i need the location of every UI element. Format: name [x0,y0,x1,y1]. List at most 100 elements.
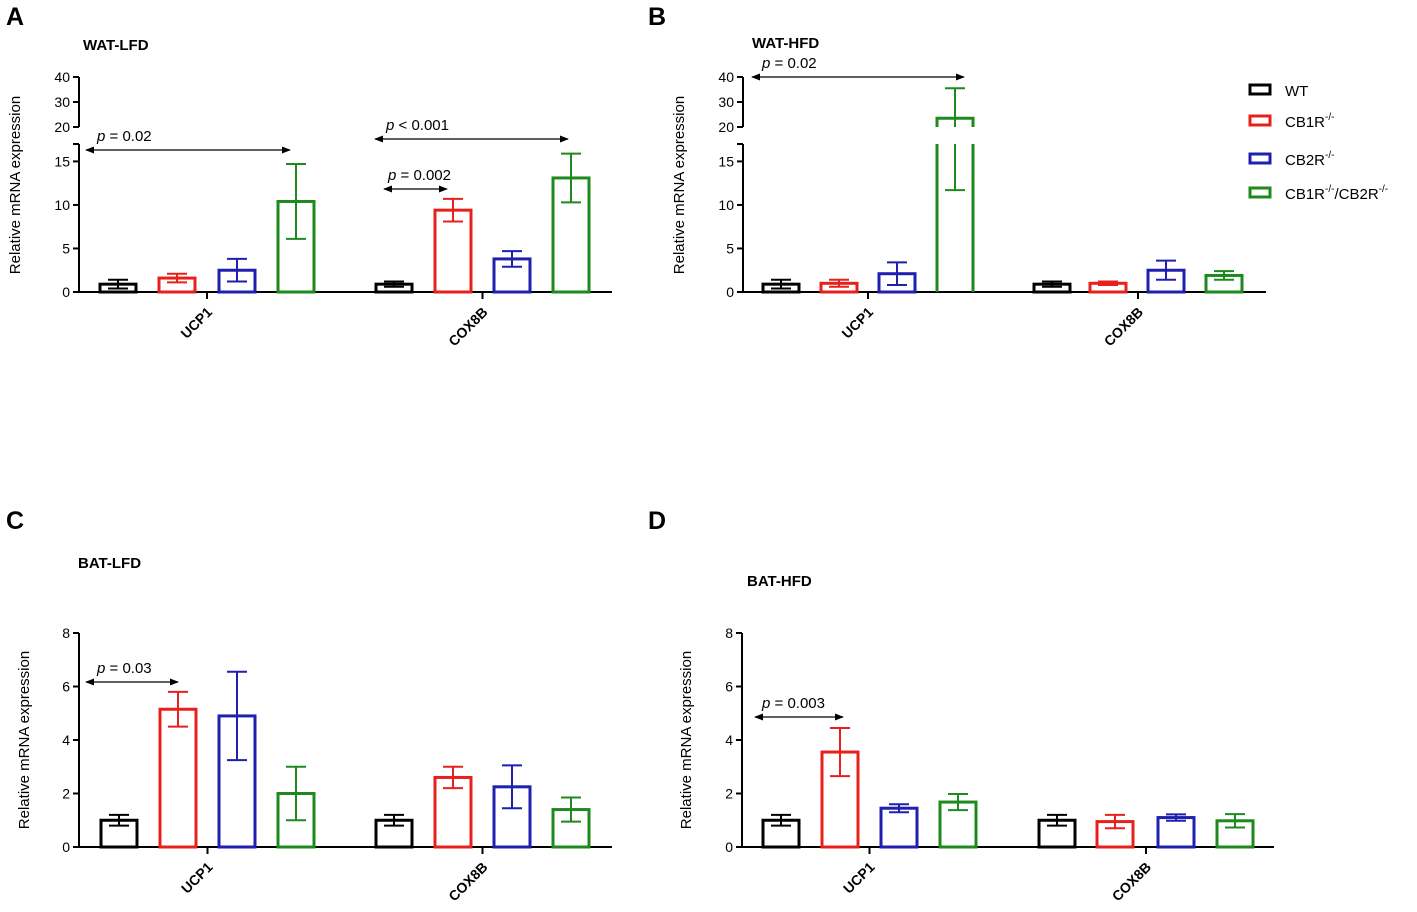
y-tick-label: 0 [726,284,734,300]
x-tick-label: UCP1 [838,304,876,342]
panel-title: BAT-LFD [78,555,141,572]
error-bar [561,152,581,204]
x-tick-label: UCP1 [840,859,878,897]
y-axis-label: Relative mRNA expression [678,651,695,829]
panel-C: C BAT-LFD Relative mRNA expression 0 2 4 6 8 UCP… [6,507,612,904]
error-bar [1225,813,1245,829]
bar [158,707,198,849]
legend-item: WT [1248,83,1308,100]
panel-letter: C [6,507,24,535]
legend-label: CB2R-/- [1285,150,1334,169]
p-value-label: p = 0.002 [387,167,451,184]
legend-swatch [1248,114,1272,127]
panel-B: B WAT-HFD Relative mRNA expression 0 5 10 15 20… [648,3,1266,349]
legend-label: WT [1285,83,1308,100]
p-value-label: p = 0.02 [96,128,152,145]
panel-D: D BAT-HFD Relative mRNA expression 0 2 4 6 8 UCP… [648,507,1274,904]
error-bar [889,803,909,814]
y-tick-label: 4 [62,732,70,748]
error-bar [286,765,306,822]
error-bar [1166,813,1186,822]
legend: WT CB1R-/- CB2R-/- CB1R-/-/CB2R-/- [1248,83,1388,203]
error-bar [227,257,247,283]
y-tick-label: 10 [718,197,734,213]
bar [935,144,975,292]
error-bar [771,278,791,290]
error-bar [384,280,404,288]
error-bar [384,813,404,827]
error-bar [443,765,463,790]
panel-title: BAT-HFD [747,573,812,590]
error-bar [887,261,907,287]
error-bar [1042,280,1062,288]
p-value-label: p = 0.03 [96,660,152,677]
bar [879,806,919,849]
legend-item: CB1R-/- [1248,112,1334,131]
panel-letter: B [648,3,666,31]
y-tick-label: 30 [54,94,70,110]
y-tick-label: 0 [62,284,70,300]
error-bar [502,764,522,810]
panel-letter: A [6,3,24,31]
error-bar [286,163,306,240]
y-tick-label: 20 [54,119,70,135]
error-bar [109,813,129,827]
legend-swatch [1248,83,1272,96]
error-bar [561,796,581,823]
error-bar [945,87,965,192]
y-tick-label: 30 [718,94,734,110]
y-tick-label: 15 [718,153,734,169]
legend-label: CB1R-/- [1285,112,1334,131]
y-axis-label: Relative mRNA expression [16,651,33,829]
x-tick-label: COX8B [445,304,490,349]
error-bar [1156,259,1176,281]
y-tick-label: 20 [718,119,734,135]
y-axis-label: Relative mRNA expression [7,96,24,274]
y-tick-label: 10 [54,197,70,213]
error-bar [443,197,463,223]
error-bar [1098,280,1118,287]
y-tick-label: 8 [725,625,733,641]
error-bar [1105,813,1125,830]
y-tick-label: 40 [54,69,70,85]
error-bar [227,670,247,762]
y-tick-label: 6 [725,679,733,695]
legend-item: CB1R-/-/CB2R-/- [1248,184,1388,203]
error-bar [1047,813,1067,827]
error-bar [829,278,849,288]
legend-swatch [1248,152,1272,165]
y-tick-label: 8 [62,625,70,641]
y-tick-label: 5 [726,240,734,256]
panel-title: WAT-HFD [752,35,819,52]
bar [1156,816,1196,849]
error-bar [830,726,850,778]
y-tick-label: 0 [725,839,733,855]
y-tick-label: 6 [62,679,70,695]
x-tick-label: COX8B [445,859,490,904]
y-tick-label: 4 [725,732,733,748]
y-tick-label: 5 [62,240,70,256]
x-tick-label: COX8B [1101,304,1146,349]
y-tick-label: 40 [718,69,734,85]
error-bar [167,272,187,284]
x-tick-label: COX8B [1109,859,1154,904]
y-axis-label: Relative mRNA expression [671,96,688,274]
y-tick-label: 15 [54,153,70,169]
y-tick-label: 2 [725,786,733,802]
error-bar [948,793,968,812]
error-bar [502,250,522,268]
panel-letter: D [648,507,666,535]
y-tick-label: 2 [62,786,70,802]
legend-swatch [1248,186,1272,199]
legend-label: CB1R-/-/CB2R-/- [1285,184,1388,203]
error-bar [1214,270,1234,281]
x-tick-label: UCP1 [177,304,215,342]
panel-A: A WAT-LFD Relative mRNA expression 0 5 10 15 20… [6,3,612,349]
legend-item: CB2R-/- [1248,150,1334,169]
error-bar [168,690,188,728]
error-bar [771,813,791,827]
error-bar [108,278,128,290]
x-tick-label: UCP1 [178,859,216,897]
p-value-label: p = 0.02 [761,55,817,72]
